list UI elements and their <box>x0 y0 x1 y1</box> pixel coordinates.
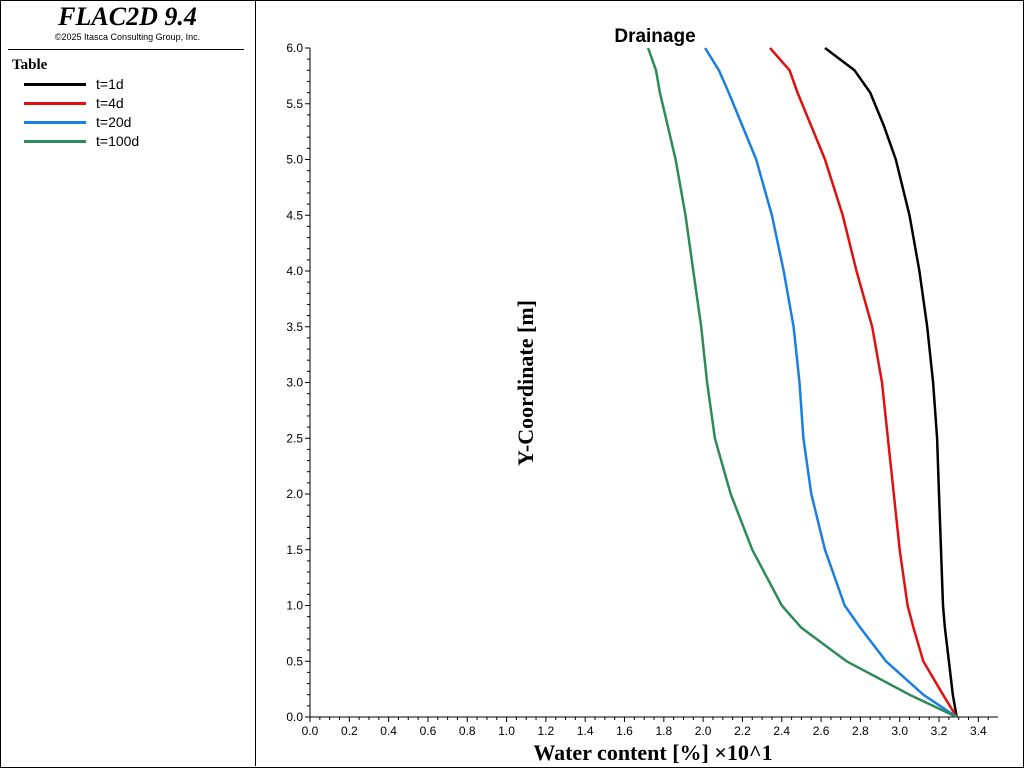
series-layer <box>646 47 958 719</box>
series-line-t1d <box>824 47 958 718</box>
legend-label-t1d: t=1d <box>96 76 124 92</box>
legend-swatch-t100d <box>24 140 86 143</box>
legend-swatch-t20d <box>24 121 86 124</box>
x-tick-label: 0.2 <box>341 724 358 738</box>
y-tick-label: 6.0 <box>286 41 303 55</box>
legend-panel: FLAC2D 9.4 ©2025 Itasca Consulting Group… <box>0 0 256 766</box>
y-tick-label: 3.5 <box>286 320 303 334</box>
legend-label-t100d: t=100d <box>96 133 140 149</box>
legend-swatch-t4d <box>24 102 86 105</box>
x-tick-label: 0.0 <box>302 724 319 738</box>
y-tick-label: 3.0 <box>286 376 303 390</box>
x-tick-label: 2.0 <box>695 724 712 738</box>
y-tick-label: 1.5 <box>286 543 303 557</box>
x-tick-label: 1.6 <box>616 724 633 738</box>
x-tick-label: 2.6 <box>813 724 830 738</box>
x-tick-label: 3.2 <box>931 724 948 738</box>
y-tick-label: 0.5 <box>286 654 303 668</box>
series-line-t20d <box>704 47 958 719</box>
x-tick-label: 2.8 <box>852 724 869 738</box>
x-tick-label: 3.0 <box>891 724 908 738</box>
y-tick-label: 5.5 <box>286 97 303 111</box>
x-tick-label: 0.8 <box>459 724 476 738</box>
series-line-t4d <box>769 47 958 718</box>
x-tick-label: 0.4 <box>380 724 397 738</box>
x-axis-label: Water content [%] ×10^1 <box>533 740 772 765</box>
x-tick-label: 3.4 <box>970 724 987 738</box>
drainage-chart: Drainage 0.0 0.2 0.4 0.6 0.8 1.0 1.2 1.4 1.6 1.8 2… <box>286 26 998 765</box>
x-tick-label: 1.0 <box>498 724 515 738</box>
y-tick-label: 4.0 <box>286 264 303 278</box>
y-tick-label: 4.5 <box>286 208 303 222</box>
x-tick-label: 0.6 <box>420 724 437 738</box>
legend-title: Table <box>12 57 48 73</box>
title-divider <box>8 49 244 50</box>
legend-swatch-t1d <box>24 83 86 86</box>
axes: 0.0 0.2 0.4 0.6 0.8 1.0 1.2 1.4 1.6 1.8 2.0 2.2 2.4 2… <box>286 41 998 738</box>
x-tick-label: 2.2 <box>734 724 751 738</box>
legend-label-t20d: t=20d <box>96 114 132 130</box>
y-axis-label: Y-Coordinate [m] <box>513 300 538 466</box>
x-tick-label: 2.4 <box>773 724 790 738</box>
x-tick-label: 1.2 <box>538 724 555 738</box>
y-tick-label: 1.0 <box>286 599 303 613</box>
copyright-notice: ©2025 Itasca Consulting Group, Inc. <box>54 32 201 42</box>
legend-label-t4d: t=4d <box>96 95 124 111</box>
x-tick-label: 1.8 <box>655 724 672 738</box>
y-tick-label: 0.0 <box>286 710 303 724</box>
y-tick-label: 5.0 <box>286 153 303 167</box>
y-tick-label: 2.5 <box>286 431 303 445</box>
series-line-t100d <box>646 47 958 719</box>
y-tick-label: 2.0 <box>286 487 303 501</box>
x-tick-label: 1.4 <box>577 724 594 738</box>
app-title: FLAC2D 9.4 <box>58 2 197 31</box>
chart-title: Drainage <box>614 26 695 47</box>
